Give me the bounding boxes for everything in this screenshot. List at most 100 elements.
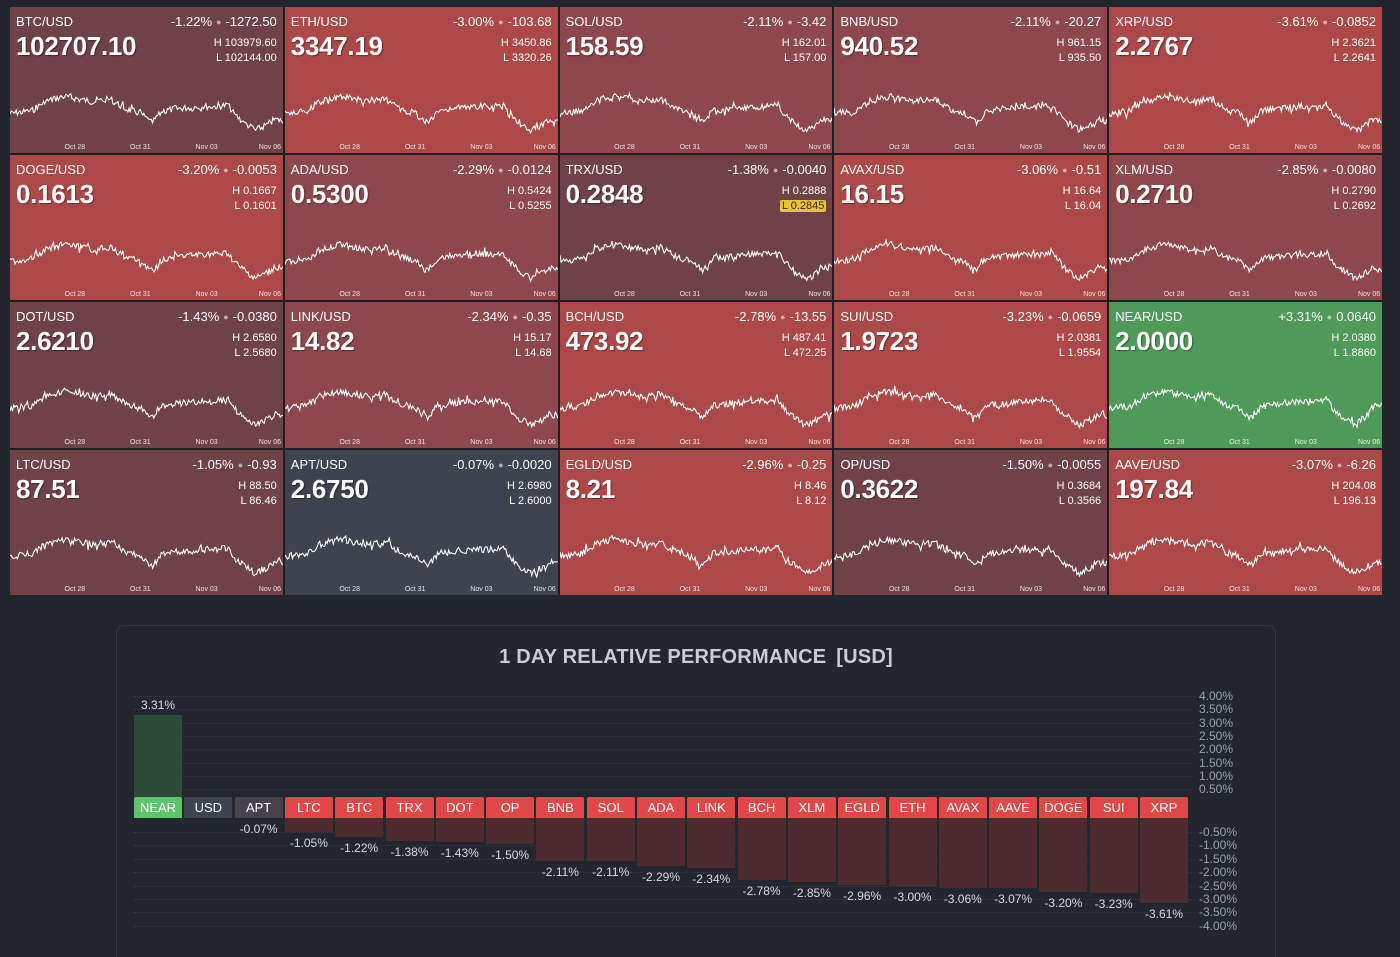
bar-label[interactable]: AVAX xyxy=(938,797,987,818)
gridline xyxy=(134,789,1194,791)
bar-label[interactable]: OP xyxy=(486,797,535,818)
bar-label[interactable]: ADA xyxy=(637,797,685,818)
bar-label[interactable]: ETH xyxy=(888,797,937,818)
ticker-tile-sol[interactable]: SOL/USD -2.11% ● -3.42 158.59 H 162.01 L 157.0… xyxy=(559,7,833,153)
ticker-price: 87.51 xyxy=(16,473,80,504)
day-low: L 0.2692 xyxy=(1333,199,1376,212)
bar-label[interactable]: XRP xyxy=(1140,797,1188,818)
change-percent: -3.00% xyxy=(452,14,495,29)
y-tick-label: 2.50% xyxy=(1199,728,1234,743)
x-axis-label: Oct 28 xyxy=(614,438,635,446)
day-low-row: L 472.25 xyxy=(782,346,826,361)
ticker-tile-xlm[interactable]: XLM/USD -2.85% ● -0.0080 0.2710 H 0.2790 L 0.2… xyxy=(1109,154,1382,300)
x-axis-label: Nov 06 xyxy=(1357,291,1381,298)
x-axis-label: Nov 03 xyxy=(195,143,218,151)
ticker-tile-eth[interactable]: ETH/USD -3.00% ● -103.68 3347.19 H 3450.86 L 3… xyxy=(284,7,558,153)
bar-label[interactable]: EGLD xyxy=(838,797,887,818)
ticker-tile-link[interactable]: LINK/USD -2.34% ● -0.35 14.82 H 15.17 L 14.68 O… xyxy=(284,302,558,448)
bar-label[interactable]: XLM xyxy=(787,797,836,818)
bar-label[interactable]: TRX xyxy=(385,797,434,818)
ticker-tile-trx[interactable]: TRX/USD -1.38% ● -0.0040 0.2848 H 0.2888 L 0.2… xyxy=(559,154,833,300)
ticker-tile-xrp[interactable]: XRP/USD -3.61% ● -0.0852 2.2767 H 2.3621 L 2.2… xyxy=(1109,7,1382,153)
sparkline-chart xyxy=(1109,512,1382,584)
sparkline-chart xyxy=(834,364,1107,436)
ticker-tile-avax[interactable]: AVAX/USD -3.06% ● -0.51 16.15 H 16.64 L 16.04 O… xyxy=(834,154,1108,300)
ticker-price: 2.2767 xyxy=(1115,31,1193,61)
bar-label[interactable]: SUI xyxy=(1089,797,1138,818)
ticker-price: 0.3622 xyxy=(840,473,919,504)
ticker-tile-doge[interactable]: DOGE/USD -3.20% ● -0.0053 0.1613 H 0.1667 L 0.… xyxy=(10,154,283,300)
day-low: L 3320.26 xyxy=(503,52,552,64)
high-low: H 487.41 L 472.25 xyxy=(782,331,827,361)
ticker-tile-bnb[interactable]: BNB/USD -2.11% ● -20.27 940.52 H 961.15 L 935.… xyxy=(834,7,1108,153)
sparkline-x-axis: Oct 28 Oct 31 Nov 03 Nov 06 xyxy=(834,584,1107,593)
day-low-row: L 0.3566 xyxy=(1057,494,1101,509)
day-low: L 86.46 xyxy=(240,494,277,507)
gridline xyxy=(134,899,1194,900)
ticker-change: -2.29% ● -0.0124 xyxy=(453,162,552,177)
ticker-tile-egld[interactable]: EGLD/USD -2.96% ● -0.25 8.21 H 8.46 L 8.12 Oct … xyxy=(559,449,833,595)
ticker-tile-dot[interactable]: DOT/USD -1.43% ● -0.0380 2.6210 H 2.6580 L 2.5… xyxy=(10,302,283,448)
x-axis-label: Nov 03 xyxy=(745,291,768,298)
sparkline-x-axis: Oct 28 Oct 31 Nov 03 Nov 06 xyxy=(1109,437,1382,446)
ticker-tile-aave[interactable]: AAVE/USD -3.07% ● -6.26 197.84 H 204.08 L 196.… xyxy=(1109,449,1382,595)
performance-unit: [USD] xyxy=(836,646,893,668)
gridline xyxy=(134,709,1194,711)
bar-label[interactable]: BTC xyxy=(335,797,384,818)
bar-value: -2.96% xyxy=(843,889,882,904)
bar-value: -2.11% xyxy=(541,865,579,880)
x-axis-label: Oct 28 xyxy=(64,586,86,593)
day-low-row: L 102144.00 xyxy=(214,51,277,66)
bar-label[interactable]: BNB xyxy=(536,797,585,818)
bar-label[interactable]: AAVE xyxy=(989,797,1038,818)
sparkline-x-axis: Oct 28 Oct 31 Nov 03 Nov 06 xyxy=(834,142,1107,151)
separator-dot-icon: ● xyxy=(512,312,518,322)
ticker-tile-bch[interactable]: BCH/USD -2.78% ● -13.55 473.92 H 487.41 L 472.… xyxy=(559,302,833,448)
bar-label[interactable]: LINK xyxy=(687,797,736,818)
sparkline-x-axis: Oct 28 Oct 31 Nov 03 Nov 06 xyxy=(285,289,558,298)
ticker-change: -1.22% ● -1272.50 xyxy=(171,14,277,29)
y-tick-label: 2.00% xyxy=(1199,742,1234,757)
separator-dot-icon: ● xyxy=(787,17,793,27)
bar-label[interactable]: LTC xyxy=(284,797,333,818)
x-axis-label: Nov 06 xyxy=(533,586,556,593)
gridline xyxy=(134,872,1194,874)
bar-label[interactable]: USD xyxy=(184,797,233,818)
bar-label[interactable]: DOGE xyxy=(1039,797,1088,818)
ticker-tile-sui[interactable]: SUI/USD -3.23% ● -0.0659 1.9723 H 2.0381 L 1.9… xyxy=(834,302,1108,448)
bar-label[interactable]: BCH xyxy=(737,797,786,818)
bar-label[interactable]: NEAR xyxy=(134,797,182,818)
sparkline-chart xyxy=(560,364,833,436)
high-low: H 961.15 L 935.50 xyxy=(1057,36,1102,66)
ticker-tile-op[interactable]: OP/USD -1.50% ● -0.0055 0.3622 H 0.3684 L 0.35… xyxy=(834,449,1108,595)
x-axis-label: Nov 06 xyxy=(258,438,281,446)
high-low: H 204.08 L 196.13 xyxy=(1331,479,1376,509)
separator-dot-icon: ● xyxy=(498,164,504,175)
high-low: H 2.3621 L 2.2641 xyxy=(1331,36,1376,66)
ticker-symbol: ADA/USD xyxy=(290,161,349,177)
x-axis-label: Nov 06 xyxy=(808,291,831,298)
ticker-symbol: AVAX/USD xyxy=(840,161,905,177)
ticker-change: -3.20% ● -0.0053 xyxy=(178,162,277,177)
bar-fill xyxy=(989,818,1038,889)
bar-label[interactable]: SOL xyxy=(586,797,635,818)
sparkline-x-axis: Oct 28 Oct 31 Nov 03 Nov 06 xyxy=(10,437,283,446)
ticker-symbol: APT/USD xyxy=(290,456,348,472)
ticker-change: -2.85% ● -0.0080 xyxy=(1277,162,1376,177)
ticker-tile-apt[interactable]: APT/USD -0.07% ● -0.0020 2.6750 H 2.6980 L 2.6… xyxy=(284,449,558,595)
gridline xyxy=(134,735,1194,737)
ticker-tile-ltc[interactable]: LTC/USD -1.05% ● -0.93 87.51 H 88.50 L 86.46 Oc… xyxy=(10,449,283,595)
ticker-tile-ada[interactable]: ADA/USD -2.29% ● -0.0124 0.5300 H 0.5424 L 0.5… xyxy=(284,154,558,300)
change-percent: -2.11% xyxy=(1010,14,1051,29)
high-low: H 2.6980 L 2.6000 xyxy=(507,479,552,509)
day-low-row: L 0.2692 xyxy=(1331,199,1376,214)
day-high: H 0.3684 xyxy=(1056,479,1102,492)
ticker-change: -3.06% ● -0.51 xyxy=(1017,162,1101,177)
bar-label[interactable]: DOT xyxy=(435,797,484,818)
bar-label[interactable]: APT xyxy=(234,797,283,818)
separator-dot-icon: ● xyxy=(1322,164,1328,175)
ticker-tile-near[interactable]: NEAR/USD +3.31% ● 0.0640 2.0000 H 2.0380 L 1.8… xyxy=(1109,302,1382,448)
ticker-tile-btc[interactable]: BTC/USD -1.22% ● -1272.50 102707.10 H 103979.… xyxy=(10,7,283,153)
bar-value: -1.43% xyxy=(440,846,479,861)
high-low: H 3450.86 L 3320.26 xyxy=(501,36,552,66)
